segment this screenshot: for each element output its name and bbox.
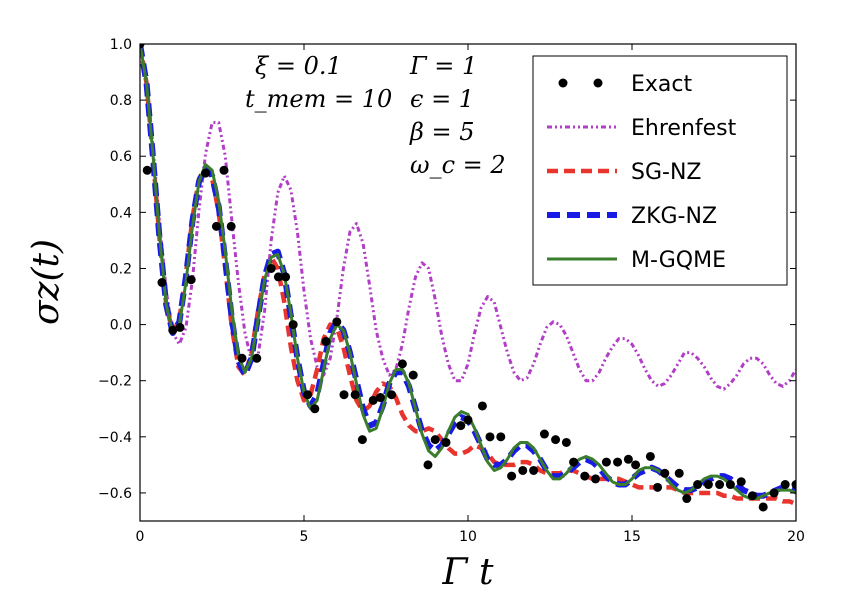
exact-data-point	[477, 401, 487, 411]
x-tick-label: 20	[787, 529, 805, 545]
x-axis-label: Γ t	[442, 552, 494, 593]
exact-data-point	[463, 415, 473, 425]
exact-data-point	[375, 393, 385, 403]
y-tick-label: −0.2	[98, 374, 132, 390]
exact-data-point	[168, 325, 178, 335]
exact-data-point	[281, 272, 291, 282]
exact-data-point	[157, 278, 167, 287]
annotation-omega: ω_c = 2	[410, 151, 506, 179]
exact-data-point	[660, 468, 670, 478]
exact-data-point	[266, 263, 276, 273]
exact-data-point	[140, 44, 145, 49]
exact-data-point	[653, 482, 663, 492]
exact-data-point	[780, 480, 790, 490]
exact-data-point	[201, 168, 211, 178]
legend-exact-marker	[593, 78, 603, 88]
exact-data-point	[186, 275, 196, 285]
exact-data-point	[441, 437, 451, 447]
exact-data-point	[496, 432, 506, 442]
exact-data-point	[645, 451, 655, 461]
exact-data-point	[357, 435, 367, 445]
y-tick-label: 0.2	[110, 261, 132, 277]
exact-data-point	[273, 272, 283, 282]
exact-data-point	[715, 480, 725, 490]
exact-data-point	[408, 370, 418, 380]
legend-box	[532, 55, 788, 286]
exact-data-point	[252, 353, 262, 363]
exact-data-point	[219, 165, 229, 175]
exact-data-point	[551, 435, 561, 445]
y-tick-label: 0.8	[110, 93, 132, 109]
y-tick-label: 0.0	[110, 318, 132, 334]
exact-data-point	[736, 477, 746, 487]
exact-data-point	[529, 465, 539, 475]
exact-data-point	[288, 320, 298, 330]
legend-label-sgnz: SG-NZ	[631, 160, 701, 185]
exact-data-point	[539, 429, 549, 439]
exact-data-point	[791, 480, 796, 490]
legend: Exact Ehrenfest SG-NZ ZKG-NZ M-GQME	[532, 55, 788, 286]
annotation-tmem: t_mem = 10	[245, 85, 392, 113]
legend-label-zkgnz: ZKG-NZ	[631, 204, 717, 229]
legend-label-ehrenfest: Ehrenfest	[631, 116, 737, 141]
exact-data-point	[456, 421, 466, 431]
exact-data-point	[350, 390, 360, 400]
annotation-gamma: Γ = 1	[409, 52, 477, 80]
exact-data-point	[703, 480, 713, 490]
y-tick-label: 0.6	[110, 149, 132, 165]
x-tick-label: 15	[623, 529, 641, 545]
x-tick-label: 0	[136, 529, 145, 545]
exact-data-point	[674, 468, 684, 478]
exact-data-point	[339, 390, 349, 400]
exact-data-point	[211, 221, 221, 231]
exact-data-point	[682, 494, 692, 504]
y-tick-label: −0.4	[98, 430, 132, 446]
exact-data-point	[237, 353, 247, 363]
y-tick-label: −0.6	[98, 486, 132, 502]
exact-data-point	[175, 322, 185, 332]
legend-exact-marker	[558, 78, 568, 88]
y-axis-label: σz(t)	[26, 239, 67, 325]
exact-data-point	[747, 491, 757, 501]
exact-data-point	[518, 465, 528, 475]
exact-data-point	[561, 437, 571, 447]
y-tick-label: 1.0	[110, 37, 132, 53]
exact-data-point	[397, 359, 407, 369]
exact-data-point	[580, 471, 590, 481]
x-tick-label: 5	[300, 529, 309, 545]
legend-label-mgqme: M-GQME	[631, 248, 726, 273]
exact-data-point	[693, 480, 703, 490]
exact-data-point	[142, 165, 152, 175]
exact-data-point	[332, 317, 342, 327]
exact-data-point	[226, 221, 236, 231]
exact-data-point	[613, 457, 623, 467]
exact-data-point	[591, 474, 601, 484]
exact-data-point	[601, 457, 611, 467]
legend-label-exact: Exact	[631, 72, 692, 97]
exact-data-point	[631, 460, 641, 470]
y-tick-label: 0.4	[110, 205, 132, 221]
exact-data-point	[569, 457, 579, 467]
exact-data-point	[485, 432, 495, 442]
exact-data-point	[303, 390, 313, 400]
exact-data-point	[507, 471, 517, 481]
exact-data-point	[368, 395, 378, 405]
exact-data-point	[725, 480, 735, 490]
exact-data-point	[321, 336, 331, 346]
axis-ticks: 0 5 10 15 20 1.0 0.8 0.6 0.4 0.2 0.0 −0.2 −0.4 −0.6	[98, 37, 805, 545]
exact-data-point	[769, 488, 779, 498]
exact-data-point	[430, 435, 440, 445]
exact-data-point	[623, 454, 633, 464]
series-line-m-gqme	[140, 44, 796, 501]
exact-data-point	[423, 460, 433, 470]
annotation-epsilon: ϵ = 1	[410, 85, 474, 113]
annotation-beta: β = 5	[409, 118, 475, 146]
exact-data-point	[310, 404, 320, 414]
annotation-xi: ξ = 0.1	[255, 52, 342, 80]
x-tick-label: 10	[459, 529, 477, 545]
exact-data-point	[758, 502, 768, 512]
exact-data-point	[387, 390, 397, 400]
exact-markers	[140, 44, 796, 512]
